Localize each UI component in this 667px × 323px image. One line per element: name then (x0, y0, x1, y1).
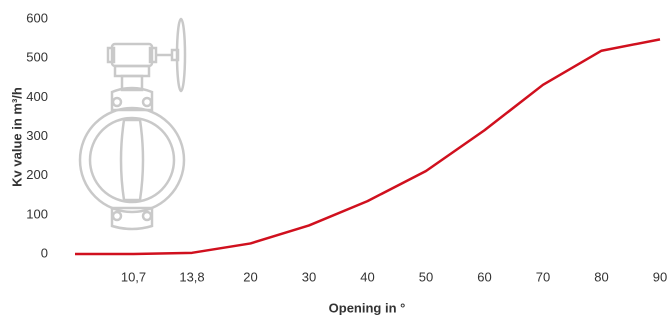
y-tick-label: 400 (26, 89, 48, 104)
x-tick-label: 30 (302, 269, 316, 284)
y-tick-label: 500 (26, 50, 48, 65)
x-axis-title: Opening in ° (329, 300, 406, 315)
x-tick-label: 13,8 (179, 269, 204, 284)
x-tick-label: 80 (594, 269, 608, 284)
y-tick-label: 600 (26, 10, 48, 25)
x-tick-label: 70 (536, 269, 550, 284)
x-tick-label: 10,7 (121, 269, 146, 284)
y-tick-label: 200 (26, 167, 48, 182)
y-tick-label: 300 (26, 128, 48, 143)
x-tick-label: 90 (653, 269, 667, 284)
x-tick-label: 20 (243, 269, 257, 284)
y-tick-label: 100 (26, 206, 48, 221)
x-tick-label: 60 (477, 269, 491, 284)
y-axis-title: Kv value in m³/h (9, 87, 24, 187)
valve-icon (78, 17, 187, 231)
data-line (75, 38, 661, 256)
y-tick-label: 0 (41, 245, 48, 260)
x-tick-label: 40 (360, 269, 374, 284)
x-tick-label: 50 (419, 269, 433, 284)
